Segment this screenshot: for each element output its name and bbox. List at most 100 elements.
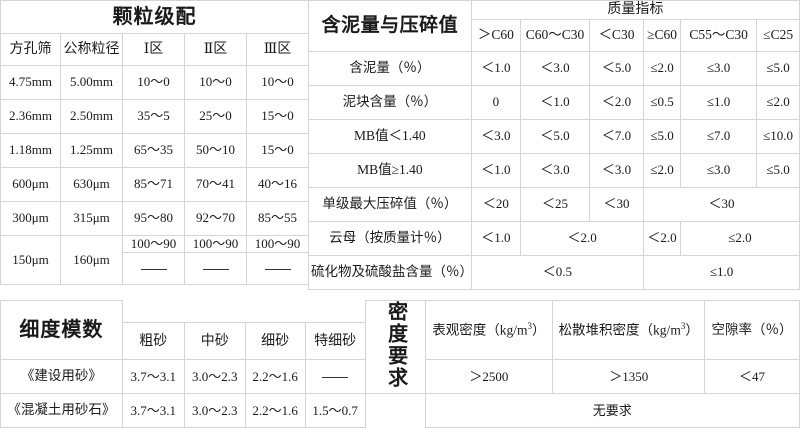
cell-value-merged: ≤2.0 [680, 220, 800, 256]
cell-zone-3: 40～16 [246, 167, 309, 202]
cell-value: ≤7.0 [679, 118, 758, 154]
grade-header-5: ≤C25 [756, 18, 800, 52]
cell-coarse: 3.7～3.1 [121, 359, 185, 395]
header-sieve: 方孔筛 [0, 33, 61, 66]
fineness-header-row: 细度模数 密度要求 表观密度（kg/m3） 松散堆积密度（kg/m3） 空隙率（… [0, 299, 800, 395]
fineness-header-coarse: 粗砂 [121, 322, 185, 361]
cell-value: ≤2.0 [756, 84, 800, 120]
cell-value-merged: ＜30 [643, 186, 800, 222]
cell-value: ＜25 [520, 186, 590, 222]
fineness-header-fine: 细砂 [244, 322, 306, 361]
cell-zone-2: 70～41 [184, 167, 247, 202]
fineness-density-table: 细度模数 密度要求 表观密度（kg/m3） 松散堆积密度（kg/m3） 空隙率（… [0, 299, 800, 428]
cell-zone-1: 95～80 [122, 201, 185, 236]
cell-value: ＜3.0 [470, 118, 522, 154]
table-row-crush: 单级最大压碎值（％） ＜20 ＜25 ＜30 ＜30 [308, 186, 800, 222]
table-row: 含泥量（％） ＜1.0 ＜3.0 ＜5.0 ≤2.0 ≤3.0 ≤5.0 [308, 50, 800, 86]
cell-medium: 3.0～2.3 [183, 359, 246, 395]
gradation-title-row: 颗粒级配 [0, 0, 309, 34]
table-row: 2.36mm 2.50mm 35～5 25～0 15～0 [0, 99, 309, 134]
cell-value: ≤0.5 [643, 84, 681, 120]
cell-value: ≤5.0 [643, 118, 681, 154]
table-row-mica: 云母（按质量计％） ＜1.0 ＜2.0 ＜2.0 ≤2.0 [308, 220, 800, 256]
table-row: 4.75mm 5.00mm 10～0 10～0 10～0 [0, 65, 309, 100]
gradation-title: 颗粒级配 [0, 0, 309, 34]
header-nominal: 公称粒径 [60, 33, 123, 66]
cell-value: ＜3.0 [588, 152, 645, 188]
row-label: 云母（按质量计％） [308, 220, 472, 256]
row-label: MB值＜1.40 [308, 118, 472, 154]
cell-value-merged: ＜2.0 [520, 220, 645, 256]
density-value-apparent: ＞2500 [424, 359, 554, 395]
grade-header-0: ＞C60 [470, 18, 522, 52]
cell-value: ＜3.0 [520, 152, 590, 188]
cell-zone-3-empty [246, 252, 309, 286]
table-row: 《混凝土用砂石》 3.7～3.1 3.0～2.3 2.2～1.6 1.5～0.7… [0, 393, 800, 428]
cell-value: ＜1.0 [470, 50, 522, 86]
quality-left-title: 含泥量与压碎值 [308, 0, 472, 52]
cell-value: ＜2.0 [588, 84, 645, 120]
cell-value: 0 [470, 84, 522, 120]
cell-nominal: 2.50mm [60, 99, 123, 134]
grade-header-2: ＜C30 [588, 18, 645, 52]
cell-value: ＜2.0 [643, 220, 681, 256]
cell-value: ＜5.0 [588, 50, 645, 86]
cell-value: ≤3.0 [679, 152, 758, 188]
cell-value: ＜7.0 [588, 118, 645, 154]
density-value-bulk: ＞1350 [552, 359, 706, 395]
row-label: 单级最大压碎值（％） [308, 186, 472, 222]
cell-value: ＜1.0 [520, 84, 590, 120]
quality-title-row: 含泥量与压碎值 质量指标 [308, 0, 800, 52]
density-vertical-title-cell: 密度要求 [364, 299, 426, 395]
table-row [1, 252, 309, 286]
cell-value: ≤1.0 [679, 84, 758, 120]
table-row: 150μm 160μm 100～90 100～90 100～90 [0, 234, 309, 286]
cell-nominal: 315μm [60, 201, 123, 236]
cell-superfine [304, 359, 366, 395]
cell-zone-1: 65～35 [122, 133, 185, 168]
density-note: 无要求 [424, 393, 800, 428]
fineness-header-medium: 中砂 [183, 322, 246, 361]
cell-nominal: 1.25mm [60, 133, 123, 168]
cell-zone-1: 35～5 [122, 99, 185, 134]
cell-coarse: 3.7～3.1 [121, 393, 185, 428]
cell-sieve: 2.36mm [0, 99, 61, 134]
table-row: MB值＜1.40 ＜3.0 ＜5.0 ＜7.0 ≤5.0 ≤7.0 ≤10.0 [308, 118, 800, 154]
cell-value: ≤10.0 [756, 118, 800, 154]
grade-header-3: ≥C60 [643, 18, 681, 52]
density-header-void: 空隙率（％） [704, 299, 800, 361]
density-value-void: ＜47 [704, 359, 800, 395]
cell-zone-1: 10～0 [122, 65, 185, 100]
grade-header-4: C55～C30 [679, 18, 758, 52]
cell-sieve: 300μm [0, 201, 61, 236]
fineness-header-spacer [122, 301, 365, 323]
cell-fine: 2.2～1.6 [244, 359, 306, 395]
header-zone-1: Ⅰ区 [122, 33, 185, 66]
cell-zone-2: 25～0 [184, 99, 247, 134]
cell-value: ＜30 [588, 186, 645, 222]
table-row: 《建设用砂》 3.7～3.1 3.0～2.3 2.2～1.6 ＞2500 ＞13… [0, 359, 800, 395]
quality-grade-header-row: ＞C60 C60～C30 ＜C30 ≥C60 C55～C30 ≤C25 [309, 18, 800, 52]
fineness-header-superfine: 特细砂 [304, 322, 366, 361]
cell-zone-2-empty [184, 252, 247, 286]
cell-zone-3: 85～55 [246, 201, 309, 236]
header-zone-2: Ⅱ区 [184, 33, 247, 66]
cell-zone-2: 50～10 [184, 133, 247, 168]
cell-value: ＜1.0 [470, 220, 522, 256]
density-header-bulk: 松散堆积密度（kg/m3） [552, 299, 706, 361]
table-row: 300μm 315μm 95～80 92～70 85～55 [0, 201, 309, 236]
fineness-standard-label: 《建设用砂》 [0, 359, 123, 395]
table-row-sulfur: 硫化物及硫酸盐含量（％） ＜0.5 ≤1.0 [308, 254, 800, 290]
fineness-title: 细度模数 [0, 299, 123, 361]
fineness-subheader-row: 粗砂 中砂 细砂 特细砂 [1, 322, 800, 361]
cell-zone-3: 15～0 [246, 133, 309, 168]
quality-index-table: 含泥量与压碎值 质量指标 ＞C60 C60～C30 ＜C30 ≥C60 C55～… [308, 0, 800, 290]
cell-value-merged: ≤1.0 [643, 254, 800, 290]
table-row: 泥块含量（％） 0 ＜1.0 ＜2.0 ≤0.5 ≤1.0 ≤2.0 [308, 84, 800, 120]
cell-value-merged: ＜0.5 [470, 254, 645, 290]
cell-zone-1: 100～90 [122, 234, 185, 254]
cell-value: ≤2.0 [643, 152, 681, 188]
cell-value: ＜3.0 [520, 50, 590, 86]
cell-nominal: 160μm [60, 234, 123, 286]
